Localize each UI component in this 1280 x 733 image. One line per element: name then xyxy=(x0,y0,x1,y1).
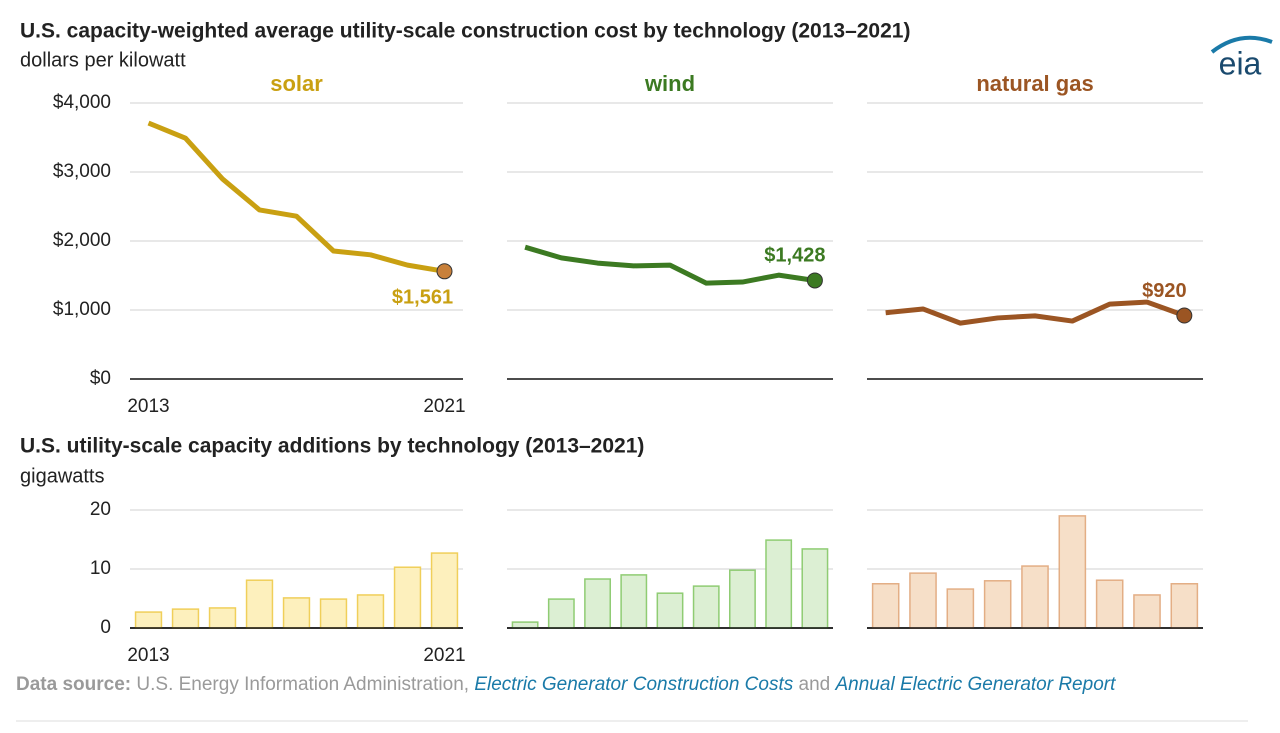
bar xyxy=(1170,583,1199,629)
x-tick-label: 2013 xyxy=(127,396,169,417)
panel-title: natural gas xyxy=(976,71,1093,96)
y-tick-label: $0 xyxy=(90,368,111,389)
bar xyxy=(765,539,793,629)
value-label: $1,561 xyxy=(392,287,453,309)
chart-title: U.S. capacity-weighted average utility-s… xyxy=(20,20,910,43)
bar xyxy=(983,580,1012,629)
bar xyxy=(282,597,311,629)
y-tick-label: $4,000 xyxy=(53,92,111,113)
bar xyxy=(729,569,756,629)
bar xyxy=(871,583,900,629)
bar xyxy=(430,552,459,629)
y-tick-label: $1,000 xyxy=(53,299,111,320)
bar xyxy=(171,608,200,629)
source-label: Data source: xyxy=(16,674,132,695)
bar xyxy=(801,548,829,629)
end-marker xyxy=(436,263,453,280)
y-tick-label: 20 xyxy=(90,499,111,520)
bar xyxy=(1095,579,1124,629)
bar xyxy=(1058,515,1087,629)
panel-title: wind xyxy=(644,71,695,96)
y-tick-label: $2,000 xyxy=(53,230,111,251)
end-marker xyxy=(806,272,823,289)
bar xyxy=(1133,594,1161,629)
bar xyxy=(620,574,648,629)
bar xyxy=(511,621,539,629)
bar xyxy=(946,588,975,629)
bar xyxy=(134,611,163,629)
panel-title: solar xyxy=(270,71,323,96)
source-text: and xyxy=(798,674,831,695)
bar xyxy=(356,594,385,629)
bar xyxy=(547,598,575,629)
value-label: $1,428 xyxy=(764,245,825,267)
y-tick-label: 0 xyxy=(100,617,111,638)
bar xyxy=(909,572,937,629)
bar xyxy=(1021,565,1049,629)
bar xyxy=(393,566,422,629)
bar xyxy=(584,578,611,629)
bar xyxy=(319,598,348,629)
source-note: Data source: U.S. Energy Information Adm… xyxy=(16,673,1246,696)
chart-title: U.S. utility-scale capacity additions by… xyxy=(20,435,644,458)
x-tick-label: 2021 xyxy=(423,396,465,417)
source-link[interactable]: Electric Generator Construction Costs xyxy=(474,674,794,695)
line xyxy=(885,299,1186,326)
logo-arc xyxy=(1210,35,1273,54)
y-tick-label: $3,000 xyxy=(53,161,111,182)
line xyxy=(147,120,445,274)
bar xyxy=(656,592,684,629)
source-text: U.S. Energy Information Administration, xyxy=(136,674,470,695)
bar xyxy=(692,585,720,629)
source-link[interactable]: Annual Electric Generator Report xyxy=(835,674,1116,695)
x-tick-label: 2013 xyxy=(127,645,169,666)
chart-subtitle: dollars per kilowatt xyxy=(20,49,186,71)
chart-subtitle: gigawatts xyxy=(20,465,105,487)
end-marker xyxy=(1176,307,1193,324)
y-tick-label: 10 xyxy=(90,558,111,579)
line xyxy=(524,244,816,286)
bar xyxy=(245,579,274,629)
value-label: $920 xyxy=(1142,280,1187,302)
x-tick-label: 2021 xyxy=(423,645,465,666)
bar xyxy=(208,607,237,629)
logo: eia xyxy=(1219,45,1262,81)
